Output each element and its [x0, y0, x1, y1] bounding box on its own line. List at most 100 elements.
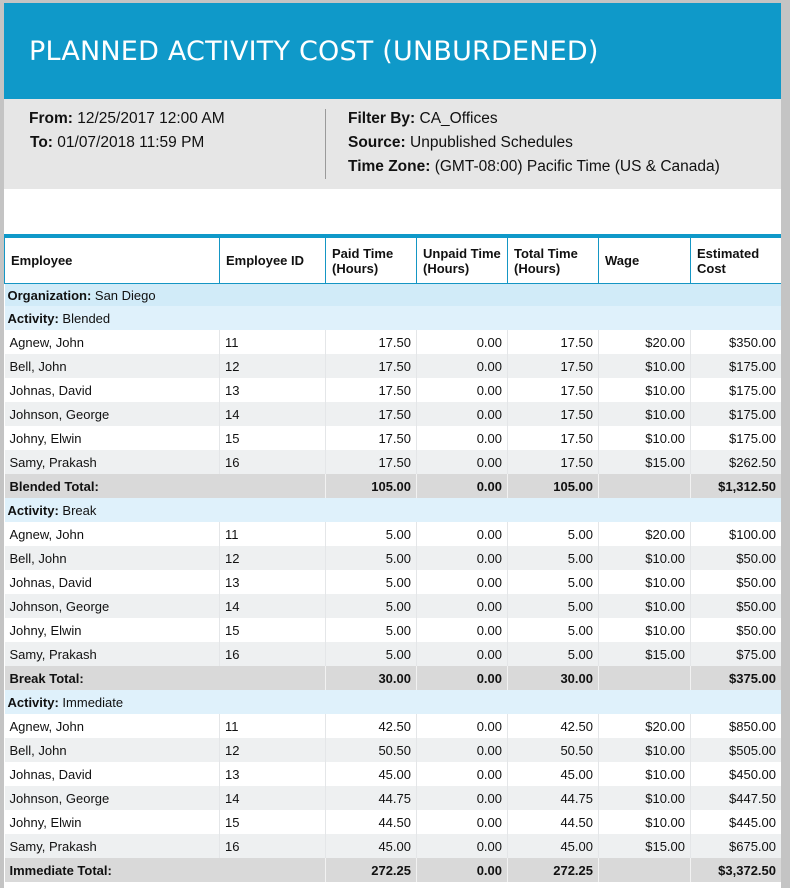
cell-paid: 45.00 — [325, 762, 417, 786]
cell-cost: $50.00 — [690, 570, 781, 594]
activity-row: Activity: Immediate — [4, 690, 781, 714]
table-row: Johny, Elwin 15 44.50 0.00 44.50 $10.00 $445.0… — [4, 810, 781, 834]
activity-label: Activity: — [7, 310, 59, 326]
cell-total: 50.50 — [507, 738, 599, 762]
table-row: Agnew, John 11 5.00 0.00 5.00 $20.00 $100.00 — [4, 522, 781, 546]
activity-name: Blended — [62, 310, 111, 326]
date-range: From: 12/25/2017 12:00 AM To: 01/07/2018… — [4, 99, 326, 189]
cell-unpaid: 0.00 — [416, 810, 508, 834]
cell-paid: 17.50 — [325, 402, 417, 426]
table-row: Agnew, John 11 42.50 0.00 42.50 $20.00 $850.00 — [4, 714, 781, 738]
cell-total: 44.75 — [507, 786, 599, 810]
total-cost: $1,312.50 — [690, 474, 781, 498]
cell-unpaid: 0.00 — [416, 714, 508, 738]
cell-paid: 5.00 — [325, 642, 417, 666]
cell-employee: Johnas, David — [4, 762, 220, 786]
cell-paid: 5.00 — [325, 522, 417, 546]
cell-id: 12 — [219, 354, 326, 378]
organization-name: San Diego — [94, 287, 156, 303]
cell-unpaid: 0.00 — [416, 594, 508, 618]
total-paid: 105.00 — [325, 474, 417, 498]
cell-id: 16 — [219, 642, 326, 666]
cell-wage: $10.00 — [598, 426, 691, 450]
cell-employee: Bell, John — [4, 738, 220, 762]
activity-name: Break — [62, 502, 97, 518]
cell-paid: 17.50 — [325, 378, 417, 402]
cell-wage: $20.00 — [598, 522, 691, 546]
cell-paid: 17.50 — [325, 450, 417, 474]
cell-total: 17.50 — [507, 378, 599, 402]
table-row: Johnas, David 13 5.00 0.00 5.00 $10.00 $50.00 — [4, 570, 781, 594]
cell-wage: $10.00 — [598, 762, 691, 786]
cell-wage: $10.00 — [598, 378, 691, 402]
col-employee: Employee — [4, 234, 220, 284]
cell-unpaid: 0.00 — [416, 426, 508, 450]
cell-total: 42.50 — [507, 714, 599, 738]
cell-paid: 17.50 — [325, 354, 417, 378]
cell-total: 17.50 — [507, 450, 599, 474]
cell-id: 14 — [219, 594, 326, 618]
cell-paid: 44.50 — [325, 810, 417, 834]
cell-wage: $10.00 — [598, 618, 691, 642]
cell-unpaid: 0.00 — [416, 570, 508, 594]
col-wage: Wage — [598, 234, 691, 284]
cell-id: 11 — [219, 522, 326, 546]
report-title: PLANNED ACTIVITY COST (UNBURDENED) — [29, 35, 599, 67]
cell-cost: $447.50 — [690, 786, 781, 810]
cell-id: 16 — [219, 834, 326, 858]
cell-total: 5.00 — [507, 594, 599, 618]
cell-total: 45.00 — [507, 762, 599, 786]
cell-total: 5.00 — [507, 522, 599, 546]
cell-wage: $15.00 — [598, 642, 691, 666]
table-row: Johnas, David 13 17.50 0.00 17.50 $10.00 $175.… — [4, 378, 781, 402]
table-row: Johny, Elwin 15 17.50 0.00 17.50 $10.00 $175.0… — [4, 426, 781, 450]
cell-cost: $505.00 — [690, 738, 781, 762]
activity-label: Activity: — [7, 502, 59, 518]
cell-paid: 50.50 — [325, 738, 417, 762]
col-total-time: Total Time (Hours) — [507, 234, 599, 284]
cell-id: 15 — [219, 810, 326, 834]
cell-paid: 42.50 — [325, 714, 417, 738]
cell-unpaid: 0.00 — [416, 354, 508, 378]
cell-wage: $10.00 — [598, 546, 691, 570]
cell-wage: $20.00 — [598, 330, 691, 354]
cell-employee: Agnew, John — [4, 330, 220, 354]
cell-wage: $10.00 — [598, 570, 691, 594]
cell-paid: 44.75 — [325, 786, 417, 810]
cell-wage: $10.00 — [598, 354, 691, 378]
timezone-label: Time Zone: — [348, 158, 431, 175]
cell-paid: 17.50 — [325, 426, 417, 450]
cell-id: 13 — [219, 378, 326, 402]
filter-value: CA_Offices — [419, 110, 498, 127]
cell-cost: $175.00 — [690, 402, 781, 426]
cell-employee: Johny, Elwin — [4, 618, 220, 642]
cell-id: 11 — [219, 714, 326, 738]
cell-id: 11 — [219, 330, 326, 354]
table-header-row: Employee Employee ID Paid Time (Hours) Un… — [4, 234, 781, 284]
cell-employee: Bell, John — [4, 354, 220, 378]
total-paid: 30.00 — [325, 666, 417, 690]
cell-employee: Agnew, John — [4, 714, 220, 738]
total-paid: 272.25 — [325, 858, 417, 882]
cell-wage: $10.00 — [598, 738, 691, 762]
cost-table: Employee Employee ID Paid Time (Hours) Un… — [4, 234, 781, 882]
source-line: Source: Unpublished Schedules — [348, 133, 720, 157]
activity-total-row: Immediate Total: 272.25 0.00 272.25 $3,372.5… — [4, 858, 781, 882]
cell-unpaid: 0.00 — [416, 546, 508, 570]
total-label: Break Total: — [4, 666, 326, 690]
cell-cost: $175.00 — [690, 354, 781, 378]
cell-id: 14 — [219, 402, 326, 426]
cell-wage: $10.00 — [598, 810, 691, 834]
cell-total: 5.00 — [507, 570, 599, 594]
cell-employee: Agnew, John — [4, 522, 220, 546]
to-value: 01/07/2018 11:59 PM — [57, 134, 205, 151]
cell-employee: Johnson, George — [4, 786, 220, 810]
cell-cost: $50.00 — [690, 618, 781, 642]
table-row: Agnew, John 11 17.50 0.00 17.50 $20.00 $350.00 — [4, 330, 781, 354]
total-label: Immediate Total: — [4, 858, 326, 882]
cell-employee: Bell, John — [4, 546, 220, 570]
cell-total: 17.50 — [507, 426, 599, 450]
cell-unpaid: 0.00 — [416, 834, 508, 858]
table-row: Johnson, George 14 5.00 0.00 5.00 $10.00 $50.0… — [4, 594, 781, 618]
table-row: Bell, John 12 17.50 0.00 17.50 $10.00 $175.00 — [4, 354, 781, 378]
